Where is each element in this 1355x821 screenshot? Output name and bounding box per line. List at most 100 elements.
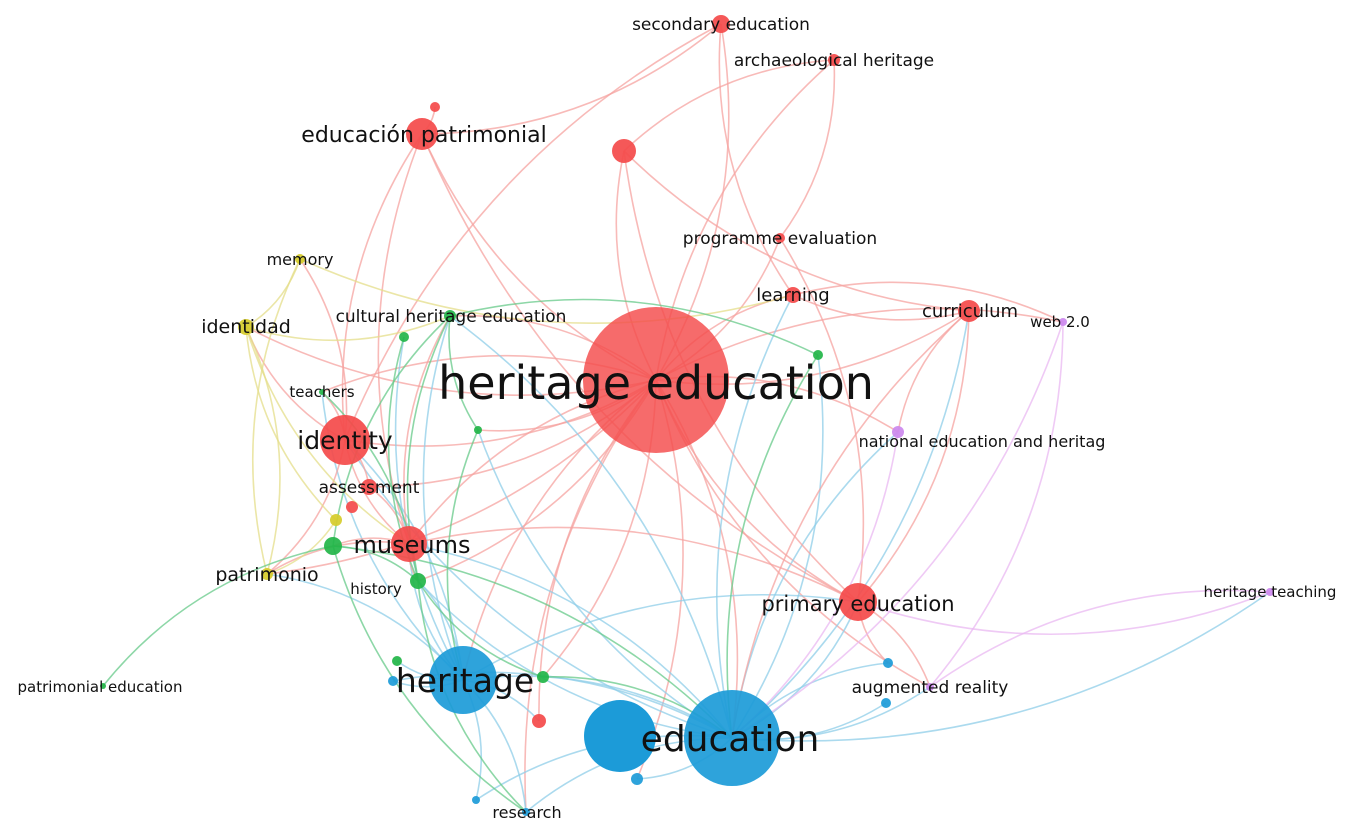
node-research[interactable] <box>522 808 530 816</box>
node-green-unlabeled-3[interactable] <box>474 426 482 434</box>
edge-education-learning <box>716 294 794 739</box>
label-primary-education: primary education <box>761 592 954 616</box>
edge-cultural-heritage-education-green-unlabeled-3 <box>448 315 479 431</box>
label-identity: identity <box>297 426 393 455</box>
edge-red-unlabeled-1-curriculum <box>623 150 970 312</box>
edge-cultural-heritage-education-green-unlabeled-4 <box>449 298 819 356</box>
node-education[interactable] <box>684 690 780 786</box>
node-primary-education[interactable] <box>839 583 877 621</box>
node-museums[interactable] <box>391 526 427 562</box>
node-blue-unlabeled-4[interactable] <box>631 773 643 785</box>
node-patrimonial-education[interactable] <box>100 683 106 689</box>
edge-identidad-museums <box>245 326 410 545</box>
label-patrimonial-education: patrimonial education <box>18 678 183 696</box>
node-educacion-patrimonial[interactable] <box>406 118 438 150</box>
node-red-unlabeled-4[interactable] <box>532 714 546 728</box>
node-heritage[interactable] <box>429 646 497 714</box>
edge-programme-evaluation-primary-education <box>779 237 865 603</box>
label-identidad: identidad <box>201 316 291 338</box>
label-memory: memory <box>267 250 334 269</box>
node-green-unlabeled-1[interactable] <box>324 537 342 555</box>
node-green-unlabeled-5[interactable] <box>537 671 549 683</box>
label-secondary-education: secondary education <box>632 15 810 35</box>
node-blue-unlabeled-3[interactable] <box>881 698 891 708</box>
node-curriculum[interactable] <box>958 300 980 322</box>
label-learning: learning <box>756 285 829 306</box>
node-green-unlabeled-2[interactable] <box>399 332 409 342</box>
edge-identidad-patrimonio <box>245 326 281 575</box>
edge-educacion-patrimonial-secondary-education <box>421 23 722 135</box>
node-heritage-teaching[interactable] <box>1266 588 1274 596</box>
edge-learning-curriculum <box>792 294 970 321</box>
edge-heritage-primary-education <box>462 593 859 681</box>
label-curriculum: curriculum <box>922 301 1018 322</box>
label-heritage: heritage <box>396 661 534 700</box>
edge-museums-cultural-heritage-education <box>403 315 451 545</box>
node-blue-unlabeled-2[interactable] <box>883 658 893 668</box>
edge-green-unlabeled-1-patrimonial-education <box>102 545 334 687</box>
nodes-layer <box>100 15 1274 816</box>
edge-learning-web-2-0 <box>792 281 1064 323</box>
label-assessment: assessment <box>319 478 420 498</box>
label-heritage-teaching: heritage teaching <box>1204 583 1337 601</box>
label-teachers: teachers <box>289 383 354 401</box>
node-heritage-education[interactable] <box>583 307 729 453</box>
edge-identidad-yellow-unlabeled-1 <box>245 326 337 521</box>
edge-augmented-reality-heritage-teaching <box>929 589 1271 688</box>
edge-secondary-education-identity <box>344 23 722 441</box>
edge-education-identity <box>344 439 733 739</box>
node-identidad[interactable] <box>238 319 254 335</box>
node-secondary-education[interactable] <box>712 15 730 33</box>
edge-secondary-education-learning <box>718 23 794 296</box>
node-programme-evaluation[interactable] <box>775 233 785 243</box>
label-web-2-0: web 2.0 <box>1030 313 1090 331</box>
edge-memory-learning <box>299 258 794 324</box>
node-teachers[interactable] <box>319 389 325 395</box>
edge-programme-evaluation-archaeological-heritage <box>779 59 836 239</box>
edge-identity-educacion-patrimonial <box>341 133 423 441</box>
node-web-2-0[interactable] <box>1059 318 1067 326</box>
edge-education-heritage-teaching <box>731 591 1271 742</box>
node-identity[interactable] <box>320 415 370 465</box>
edge-web-2-0-education <box>731 321 1064 739</box>
node-green-unlabeled-6[interactable] <box>392 656 402 666</box>
label-history: history <box>350 580 402 598</box>
node-red-unlabeled-1[interactable] <box>612 139 636 163</box>
edge-heritage-cultural-heritage-education <box>422 315 464 681</box>
node-augmented-reality[interactable] <box>926 683 934 691</box>
node-blue-unlabeled-5[interactable] <box>472 796 480 804</box>
edge-education-history <box>417 580 733 739</box>
labels-layer: heritage education education heritage ident… <box>18 15 1337 821</box>
label-patrimonio: patrimonio <box>215 564 318 586</box>
node-memory[interactable] <box>295 254 305 264</box>
label-museums: museums <box>354 531 471 559</box>
label-heritage-education: heritage education <box>438 356 874 410</box>
edge-curriculum-primary-education <box>857 310 970 603</box>
edge-green-unlabeled-1-research <box>332 545 527 813</box>
node-red-unlabeled-2[interactable] <box>430 102 440 112</box>
node-history[interactable] <box>410 573 426 589</box>
edge-heritage-teaching-primary-education <box>857 591 1271 636</box>
edge-curriculum-education <box>731 310 970 739</box>
edge-curriculum-national-education-and-heritag <box>897 310 970 433</box>
edge-education-cultural-heritage-education <box>449 315 733 739</box>
node-blue-unlabeled-1[interactable] <box>388 676 398 686</box>
edge-memory-patrimonio <box>251 258 301 575</box>
node-patrimonio[interactable] <box>261 568 273 580</box>
edge-education-green-unlabeled-4 <box>731 354 824 739</box>
node-assessment[interactable] <box>361 479 377 495</box>
edge-patrimonio-yellow-unlabeled-1 <box>266 519 337 575</box>
label-education: education <box>641 719 820 760</box>
edge-green-unlabeled-4-education <box>726 354 819 739</box>
node-cultural-heritage-education[interactable] <box>444 310 456 322</box>
node-red-unlabeled-3[interactable] <box>346 501 358 513</box>
edge-augmented-reality-web-2-0 <box>929 321 1064 688</box>
node-green-unlabeled-4[interactable] <box>813 350 823 360</box>
node-archaeological-heritage[interactable] <box>828 54 840 66</box>
label-archaeological-heritage: archaeological heritage <box>734 51 934 71</box>
node-blue-secondary[interactable] <box>584 700 656 772</box>
label-research: research <box>492 803 561 821</box>
node-learning[interactable] <box>785 287 801 303</box>
node-national-education-and-heritag[interactable] <box>892 426 904 438</box>
node-yellow-unlabeled-1[interactable] <box>330 514 342 526</box>
